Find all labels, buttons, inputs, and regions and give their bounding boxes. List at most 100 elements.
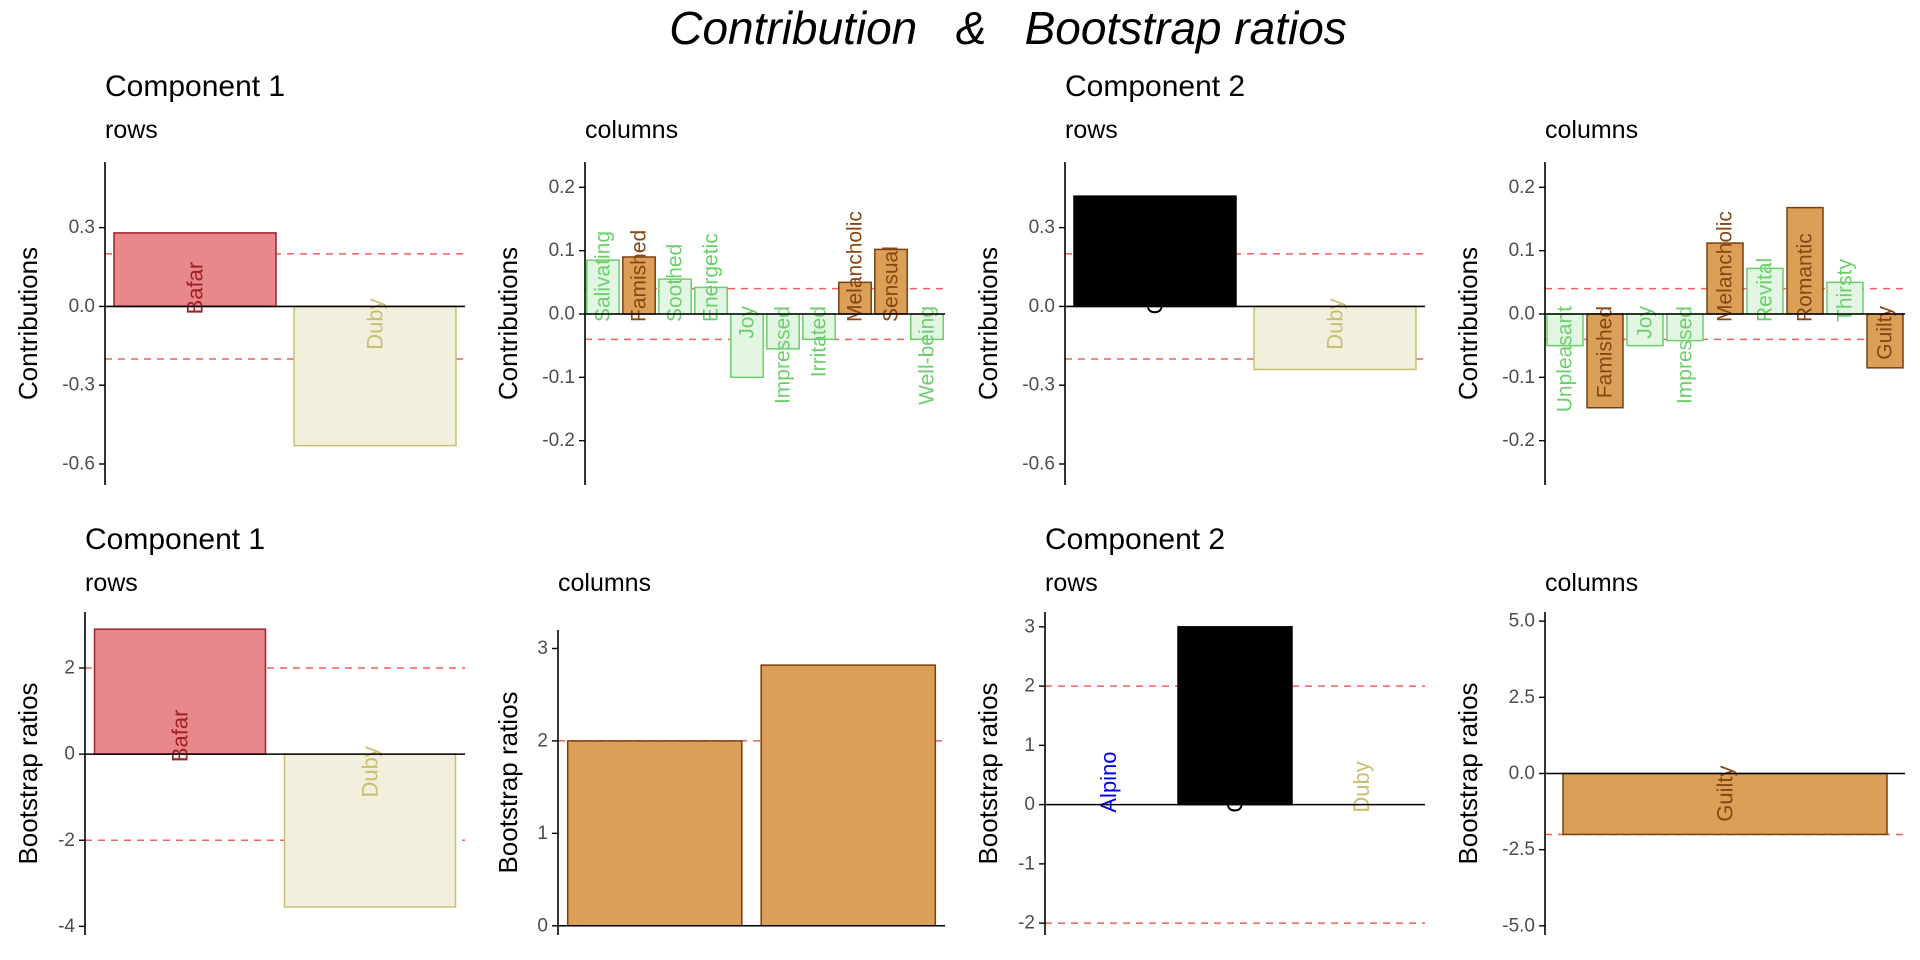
y-axis-label: Contributions [13,247,43,400]
chart-panel-4: columns Contributions Unpleasant Famished Jo… [1453,116,1905,485]
y-tick-label: 2 [537,730,548,751]
bar-label: Chimex [1143,240,1168,315]
panel-subtitle: rows [1045,569,1098,597]
y-tick-label: 0.0 [1029,296,1055,317]
bar [1626,313,1664,347]
y-tick-label: -5.0 [1502,915,1535,936]
y-tick-label: 0.2 [549,177,575,198]
chart-panel-8: columns Bootstrap ratios Guilty 5.0 2.5 0.0 -2… [1453,569,1905,936]
bar-label: Melancholic [844,211,867,322]
y-axis-label: Bootstrap ratios [973,682,1003,864]
bar [1746,267,1784,315]
bar [1706,242,1744,315]
panel-subtitle: rows [105,116,158,144]
y-axis-label: Contributions [493,247,523,400]
y-tick-label: 0 [64,744,75,765]
y-tick-label: -0.2 [542,430,575,451]
bar [874,248,908,315]
y-tick-label: 3 [1024,616,1035,637]
y-axis-label: Bootstrap ratios [493,691,523,873]
bar-label: Joy [736,306,759,339]
y-tick-label: -2 [58,830,75,851]
panel-title: Component 1 [105,70,285,103]
y-tick-label: 0.0 [1509,304,1535,325]
y-tick-label: 2.5 [1509,687,1535,708]
y-tick-label: -2.5 [1502,839,1535,860]
y-tick-label: -0.6 [1022,453,1055,474]
y-tick-label: 1 [1024,735,1035,756]
bar-label: Famished [1594,306,1617,398]
bar [1586,313,1624,409]
panel-title: Component 2 [1065,70,1245,103]
panel-subtitle: columns [1545,569,1638,597]
bar-label: Impressed [772,306,795,404]
y-tick-label: -0.3 [62,375,95,396]
panel-subtitle: columns [585,116,678,144]
bar [1786,206,1824,315]
bar [730,313,764,379]
y-tick-label: -0.1 [1502,367,1535,388]
y-tick-label: -2 [1018,913,1035,934]
bar [802,313,836,341]
bar [1546,313,1584,347]
y-tick-label: 0.0 [69,296,95,317]
y-axis-label: Contributions [1453,247,1483,400]
y-tick-label: 2 [64,657,75,678]
y-tick-label: 1 [537,823,548,844]
chart-panel-6: columns Bootstrap ratios 3 2 1 0 [493,569,945,936]
y-tick-label: -0.1 [542,367,575,388]
y-tick-label: 0.2 [1509,177,1535,198]
bar-label: Energetic [700,233,723,322]
y-axis-label: Bootstrap ratios [13,682,43,864]
bar [566,740,743,927]
bar-label: Melancholic [1714,211,1737,322]
y-tick-label: 0.1 [549,240,575,261]
y-tick-label: 3 [537,638,548,659]
bar [1073,195,1237,308]
bar-label: Irritated [808,306,831,377]
bar [1866,313,1904,369]
bar-label: Romantic [1794,233,1817,322]
y-tick-label: 0.0 [549,304,575,325]
chart-panel-7: Component 2 rows Bootstrap ratios Alpino Chi… [973,523,1425,935]
bar [113,232,277,308]
bar [760,664,937,927]
y-tick-label: -4 [58,916,75,937]
y-tick-label: 0 [1024,794,1035,815]
panel-subtitle: columns [558,569,651,597]
y-tick-label: 0.0 [1509,763,1535,784]
panel-title: Component 2 [1045,523,1225,556]
y-axis-label: Contributions [973,247,1003,400]
page-title: Contribution & Bootstrap ratios [669,2,1347,54]
panel-title: Component 1 [85,523,265,556]
bar-label: Alpino [1096,751,1121,812]
y-axis-label: Bootstrap ratios [1453,682,1483,864]
y-tick-label: -1 [1018,853,1035,874]
bar-label: Revital [1754,258,1777,322]
bar-label: Salivating [592,231,615,322]
bar [766,313,800,350]
y-tick-label: 2 [1024,676,1035,697]
bar-label: Thirsty [1834,259,1857,323]
y-tick-label: -0.6 [62,453,95,474]
panel-subtitle: rows [1065,116,1118,144]
bar-label: Sensual [880,246,903,322]
bar [1177,626,1293,806]
bar [1253,305,1417,371]
bar-label: Famished [628,230,651,322]
panel-subtitle: rows [85,569,138,597]
bar-label: Impressed [1674,306,1697,404]
bar-label: Joy [1634,306,1657,339]
bar [283,753,457,908]
bar-label: Guilty [1713,766,1738,822]
bar-label: Chimex [1223,738,1248,813]
bar-label: Soothed [664,244,687,322]
bar-label: Unpleasant [1554,306,1577,412]
y-tick-label: -0.2 [1502,430,1535,451]
y-tick-label: 0.1 [1509,240,1535,261]
y-tick-label: -0.3 [1022,375,1055,396]
